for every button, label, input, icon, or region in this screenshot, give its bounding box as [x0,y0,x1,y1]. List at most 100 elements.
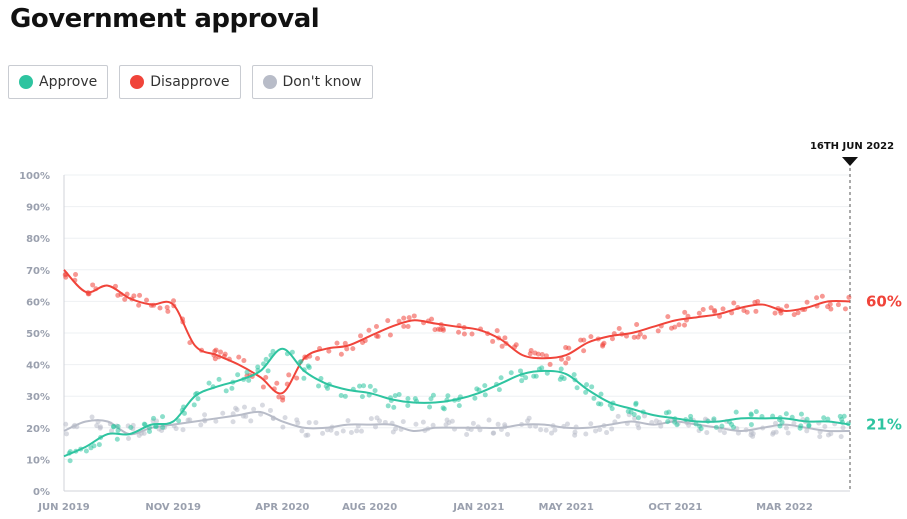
poll-point [98,424,104,430]
poll-point [470,420,476,426]
poll-point [306,420,312,426]
poll-point [615,413,621,419]
legend-disapprove-button[interactable]: Disapprove [119,65,241,99]
poll-point [795,310,801,316]
poll-point [814,295,820,301]
poll-point [246,377,252,383]
poll-point [359,394,365,400]
poll-point [286,372,292,378]
poll-point [401,315,407,321]
poll-point [513,342,519,348]
poll-point [593,428,599,434]
poll-point [405,396,411,402]
poll-point [547,361,553,367]
poll-point [315,356,321,362]
y-tick-label: 0% [33,487,50,498]
poll-point [779,419,785,425]
poll-point [299,428,305,434]
poll-point [229,385,235,391]
y-tick-label: 80% [26,234,50,245]
poll-point [719,423,725,429]
poll-point [263,356,269,362]
series-line [63,269,851,395]
legend-dont-know-button[interactable]: Don't know [251,65,373,99]
poll-point [251,406,257,412]
poll-point [496,387,502,393]
series-line [63,347,851,458]
poll-point [111,423,117,429]
poll-point [772,310,778,316]
poll-point [146,428,152,434]
poll-point [733,409,739,415]
poll-point [202,412,208,418]
poll-point [294,417,300,423]
poll-point [374,415,380,421]
poll-point [270,348,276,354]
poll-point [260,384,266,390]
y-tick-label: 40% [26,361,50,372]
poll-point [157,305,163,311]
poll-point [642,413,648,419]
poll-point [827,301,833,307]
poll-point [634,322,640,328]
poll-point [282,415,288,421]
poll-point [263,375,269,381]
poll-point [198,422,204,428]
poll-point [835,302,841,308]
poll-point [234,407,240,413]
poll-point [441,406,447,412]
poll-point [713,424,719,430]
poll-point [633,400,639,406]
poll-point [274,380,280,386]
poll-point [151,415,157,421]
y-tick-label: 60% [26,297,50,308]
y-tick-label: 70% [26,266,50,277]
x-tick-label: JUN 2019 [37,502,90,513]
poll-point [401,323,407,329]
poll-point [798,411,804,417]
chart-title: Government approval [10,4,320,34]
poll-point [306,364,312,370]
poll-point [581,337,587,343]
poll-point [528,347,534,353]
poll-point [230,419,236,425]
poll-point [180,427,186,433]
poll-point [435,326,441,332]
poll-point [588,334,594,340]
poll-point [472,395,478,401]
poll-point [583,389,589,395]
disapprove-color-dot [130,75,145,89]
poll-point [115,428,121,434]
poll-point [241,358,247,364]
poll-point [446,420,452,426]
poll-point [176,418,182,424]
poll-point [396,391,402,397]
poll-point [773,429,779,435]
poll-point [597,427,603,433]
poll-point [83,448,89,454]
poll-point [115,424,121,430]
poll-point [543,427,549,433]
poll-point [241,404,247,410]
poll-point [566,345,572,351]
poll-point [558,366,564,372]
poll-point [778,310,784,316]
poll-point [136,302,142,308]
poll-point [73,271,79,277]
poll-point [755,299,761,305]
legend-approve-button[interactable]: Approve [8,65,109,99]
poll-point [653,418,659,424]
poll-point [564,421,570,427]
poll-point [505,431,511,437]
poll-point [817,434,823,440]
poll-point [632,415,638,421]
poll-point [164,304,170,310]
poll-point [313,420,319,426]
poll-point [543,353,549,359]
poll-point [160,424,166,430]
x-tick-label: AUG 2020 [342,502,397,513]
poll-point [357,383,363,389]
poll-point [289,349,295,355]
poll-point [236,354,242,360]
poll-point [574,385,580,391]
